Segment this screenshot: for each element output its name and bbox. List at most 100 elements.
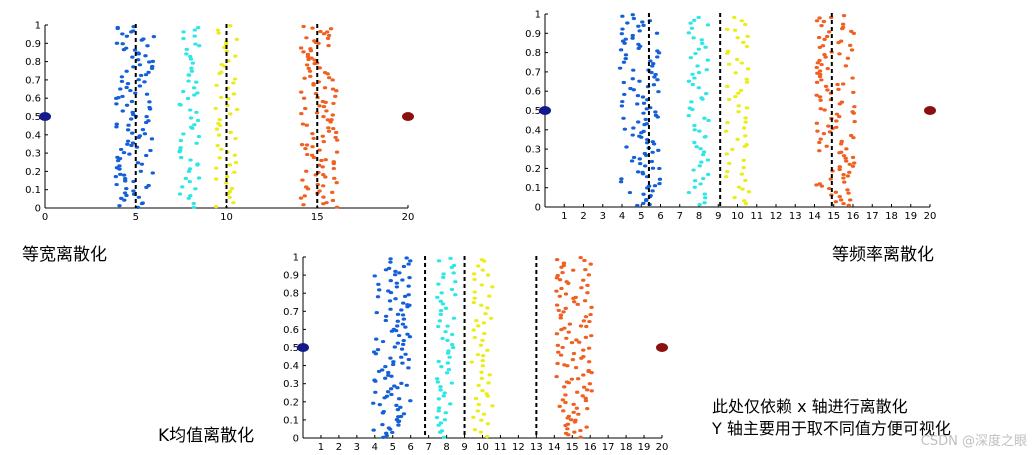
data-point-blue [382,376,388,380]
data-point-orange [833,190,839,194]
data-point-blue [641,111,646,115]
data-point-orange [571,410,576,414]
kmeans-chart: 00.10.20.30.40.50.60.70.80.911 2 3 4 5 6 7 8 9 10… [283,253,668,454]
x-tick-label: 8 [696,211,702,222]
data-point-yellow [216,133,222,137]
data-point-yellow [475,353,481,357]
data-point-yellow [472,296,477,300]
data-point-blue [143,73,149,77]
x-tick-label: 17 [602,442,615,453]
data-point-yellow [735,36,740,40]
y-tick-label: 0.8 [283,289,299,300]
data-point-cyan [696,86,702,90]
data-point-blue [407,335,413,339]
data-point-blue [393,297,398,301]
data-point-cyan [697,129,702,133]
data-point-orange [320,134,325,138]
data-point-orange [841,172,846,177]
y-tick-label: 0.1 [283,415,299,426]
data-point-yellow [744,106,750,110]
data-point-orange [826,124,831,128]
data-point-blue [404,383,410,387]
data-point-cyan [188,125,194,129]
data-point-blue [376,288,382,292]
data-point-cyan [189,69,195,73]
data-point-orange [298,196,304,200]
data-point-blue [392,384,397,388]
data-point-orange [844,147,849,151]
data-point-blue [142,132,148,136]
data-point-blue [644,198,649,202]
data-point-blue [122,177,128,181]
data-point-cyan [692,185,697,189]
data-point-yellow [743,120,748,124]
data-point-orange [333,135,338,140]
data-point-blue [398,405,403,409]
data-point-orange [581,278,586,282]
data-point-blue [384,394,390,398]
y-tick-label: 0.5 [283,343,299,354]
data-point-cyan [186,79,191,83]
data-point-blue [649,70,654,75]
data-point-blue [652,75,657,79]
data-point-yellow [725,121,730,125]
x-tick-label: 1 [561,211,567,222]
data-point-orange [839,150,844,154]
endpoint-marker-darkred [924,106,936,115]
data-point-blue [374,337,379,341]
data-point-cyan [698,182,703,186]
data-point-orange [333,94,338,98]
equal-width-caption: 等宽离散化 [22,245,107,265]
data-point-orange [309,153,315,157]
data-point-orange [330,113,336,117]
data-point-blue [113,175,119,179]
data-point-blue [371,428,376,432]
data-point-yellow [736,110,741,114]
x-tick-label: 2 [580,211,586,222]
data-point-blue [376,282,381,286]
data-point-blue [644,107,649,111]
data-point-orange [567,322,573,326]
data-point-blue [375,348,381,352]
data-point-orange [580,394,585,398]
data-point-blue [622,127,628,131]
data-point-cyan [441,435,447,439]
data-point-blue [636,24,641,28]
data-point-cyan [435,295,440,299]
data-point-orange [310,145,315,149]
data-point-orange [586,346,592,350]
data-point-cyan [196,134,202,139]
data-point-blue [135,58,141,62]
data-point-blue [124,103,130,107]
data-point-cyan [436,359,441,364]
data-point-blue [385,390,391,394]
data-point-orange [585,291,590,295]
data-point-yellow [742,22,748,27]
data-point-orange [300,122,306,126]
data-point-cyan [693,51,698,56]
data-point-cyan [700,153,706,157]
x-tick-label: 19 [904,211,917,222]
data-point-orange [573,295,578,299]
data-point-blue [642,164,648,168]
data-point-blue [118,172,123,176]
data-point-yellow [227,189,233,194]
data-point-orange [558,353,564,357]
data-point-orange [583,396,588,400]
data-point-orange [333,130,339,135]
data-point-blue [120,94,125,99]
data-point-orange [819,24,824,28]
data-point-cyan [186,169,192,174]
data-point-orange [850,155,856,160]
data-point-orange [850,110,855,114]
data-point-blue [118,147,124,152]
data-point-cyan [445,338,450,342]
x-tick-label: 18 [620,442,633,453]
data-point-orange [317,66,322,70]
data-point-yellow [733,71,738,75]
y-tick-label: 0.1 [525,183,541,194]
data-point-orange [835,82,840,87]
data-point-orange [317,148,322,152]
data-point-cyan [177,102,182,106]
y-tick-label: 0.4 [525,125,541,136]
